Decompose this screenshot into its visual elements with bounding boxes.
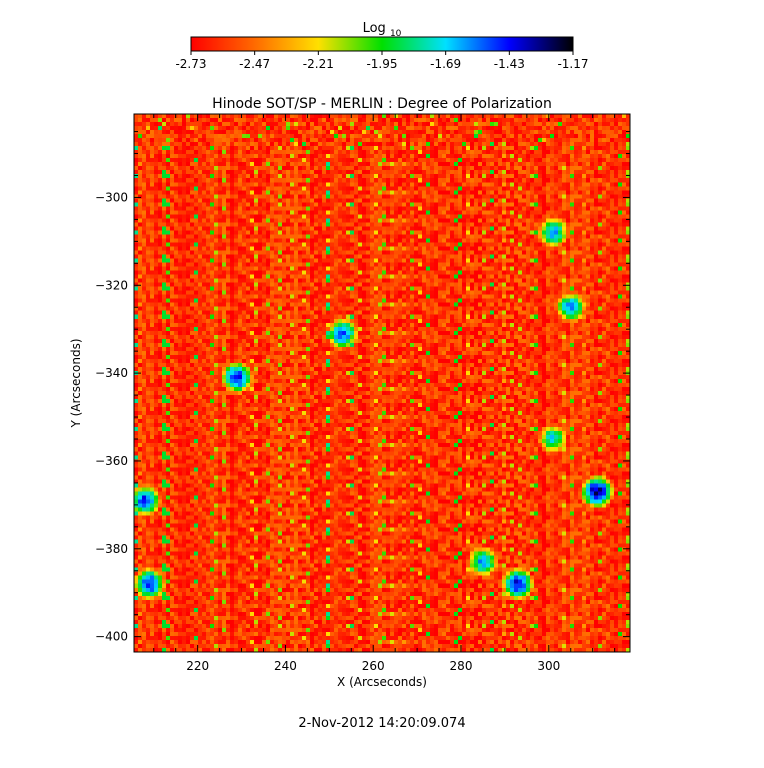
colorbar-tick-label: -2.73 bbox=[175, 57, 206, 71]
y-tick-label: −400 bbox=[95, 630, 128, 644]
x-tick-label: 240 bbox=[274, 659, 297, 673]
x-tick-label: 260 bbox=[362, 659, 385, 673]
y-tick-label: −340 bbox=[95, 366, 128, 380]
y-tick-label: −300 bbox=[95, 190, 128, 204]
x-tick-label: 300 bbox=[537, 659, 560, 673]
colorbar-tick-label: -2.47 bbox=[239, 57, 270, 71]
x-axis-label: X (Arcseconds) bbox=[337, 675, 427, 689]
x-tick-label: 220 bbox=[186, 659, 209, 673]
colorbar-ticks: -2.73 -2.47 -2.21 -1.95 -1.69 -1.43 -1.17 bbox=[175, 51, 589, 71]
plot-frame bbox=[133, 113, 631, 653]
polarization-map bbox=[133, 113, 631, 653]
y-tick-label: −380 bbox=[95, 542, 128, 556]
colorbar-tick-label: -1.43 bbox=[494, 57, 525, 71]
axes: 220 240 260 280 300 −300 −320 −340 −360 −380 −400 bbox=[95, 114, 630, 673]
date-stamp: 2-Nov-2012 14:20:09.074 bbox=[298, 716, 465, 731]
colorbar-tick-label: -1.17 bbox=[557, 57, 588, 71]
x-tick-label: 280 bbox=[450, 659, 473, 673]
y-tick-label: −360 bbox=[95, 454, 128, 468]
heatmap-image bbox=[134, 114, 630, 652]
chart-title: Hinode SOT/SP - MERLIN : Degree of Polar… bbox=[212, 96, 552, 112]
colorbar-tick-label: -1.69 bbox=[430, 57, 461, 71]
colorbar: Log 10 -2.73 -2.47 -2.21 -1.95 -1.69 -1.43 -1.… bbox=[175, 21, 588, 71]
colorbar-tick-label: -1.95 bbox=[366, 57, 397, 71]
y-tick-label: −320 bbox=[95, 278, 128, 292]
y-axis-label: Y (Arcseconds) bbox=[69, 338, 83, 428]
colorbar-bar bbox=[190, 36, 574, 52]
colorbar-label: Log 10 bbox=[363, 21, 402, 39]
colorbar-tick-label: -2.21 bbox=[303, 57, 334, 71]
